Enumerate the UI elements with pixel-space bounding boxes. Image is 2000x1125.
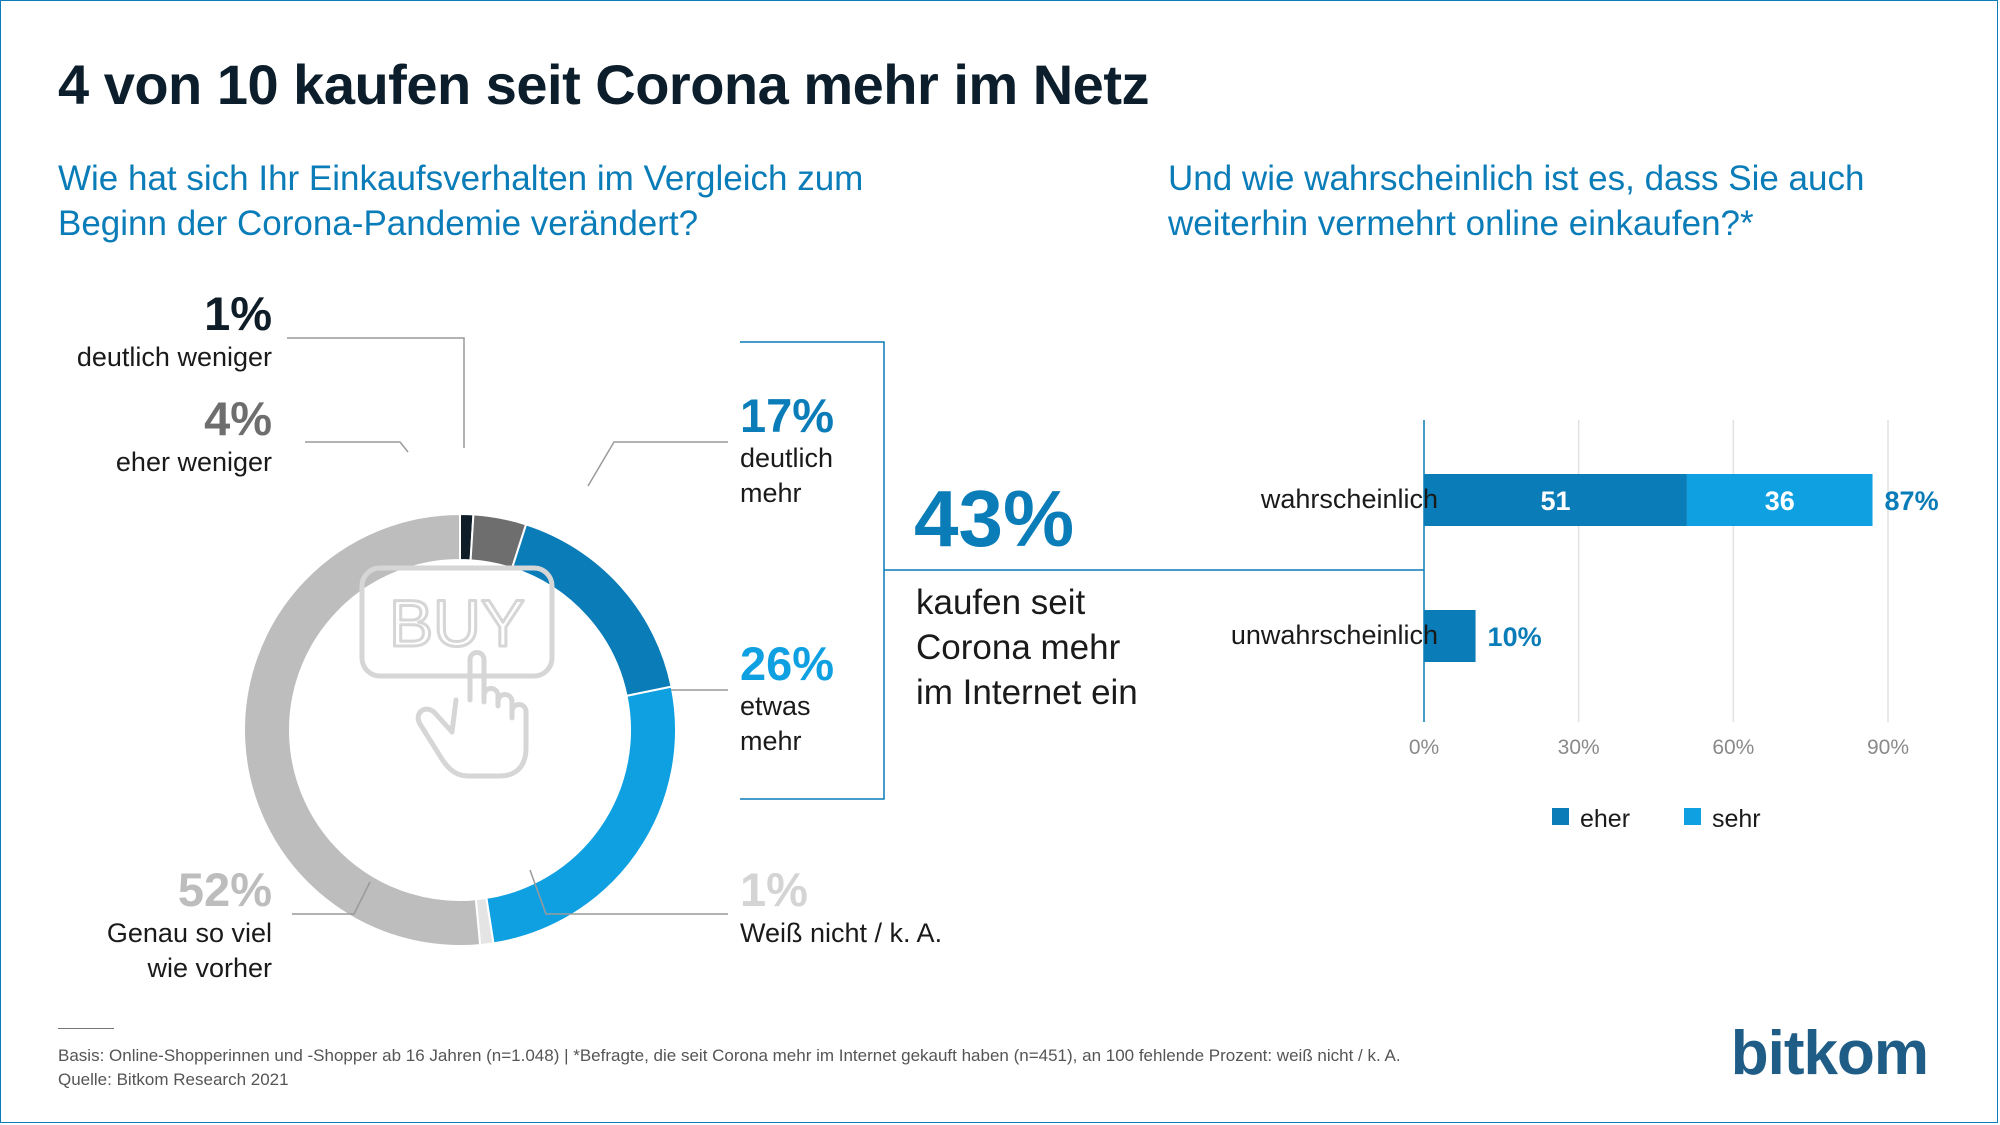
bar-series — [1424, 474, 1873, 662]
label-etwas-mehr-line1: etwas — [740, 691, 811, 721]
label-genau-so-viel-line2: wie vorher — [146, 953, 272, 983]
segment-label-sehr: 36 — [1765, 486, 1795, 516]
leader-deutlich-mehr — [587, 441, 728, 487]
footnote-divider — [58, 1028, 114, 1029]
x-tick-30: 30% — [1558, 736, 1600, 759]
bracket-43 — [740, 341, 1424, 800]
leader-weiss-nicht — [529, 869, 728, 915]
x-tick-60: 60% — [1712, 736, 1754, 759]
bar-legend: eher sehr — [1552, 805, 1761, 833]
donut-slice-genau-so-viel-wie-vorher — [243, 512, 482, 947]
bitkom-logo: bitkom — [1730, 1019, 1929, 1088]
segment-label-eher: 51 — [1540, 486, 1570, 516]
category-wahrscheinlich: wahrscheinlich — [1260, 484, 1438, 514]
bar-chart: wahrscheinlich unwahrscheinlich 51 36 87… — [1231, 420, 1939, 759]
highlight-value: 43% — [914, 474, 1074, 563]
label-deutlich-mehr-line1: deutlich — [740, 443, 833, 473]
legend-swatch-eher — [1552, 808, 1569, 825]
highlight-line3: im Internet ein — [916, 673, 1138, 712]
category-unwahrscheinlich: unwahrscheinlich — [1231, 620, 1438, 650]
page-title: 4 von 10 kaufen seit Corona mehr im Netz — [58, 53, 1149, 116]
legend-label-eher: eher — [1580, 805, 1630, 833]
label-deutlich-weniger-text: deutlich weniger — [77, 342, 272, 372]
donut-slice-deutlich-mehr — [510, 523, 673, 698]
label-eher-weniger-pct: 4% — [204, 392, 272, 445]
label-etwas-mehr-line2: mehr — [740, 726, 802, 756]
leader-deutlich-weniger — [287, 337, 465, 448]
question-right: Und wie wahrscheinlich ist es, dass Sie … — [1168, 159, 1865, 243]
donut-slice-etwas-mehr — [485, 685, 677, 945]
bar-wahrscheinlich-eher — [1424, 474, 1687, 526]
total-label-wahrscheinlich: 87% — [1885, 486, 1939, 516]
footnote-basis: Basis: Online-Shopperinnen und -Shopper … — [58, 1046, 1401, 1065]
donut-chart — [243, 512, 677, 947]
footnote-source: Quelle: Bitkom Research 2021 — [58, 1070, 289, 1089]
label-deutlich-mehr-pct: 17% — [740, 389, 834, 442]
total-label-unwahrscheinlich: 10% — [1488, 622, 1542, 652]
bar-wahrscheinlich-sehr — [1686, 474, 1873, 526]
highlight-line2: Corona mehr — [916, 628, 1121, 667]
label-deutlich-weniger-pct: 1% — [204, 287, 272, 340]
legend-swatch-sehr — [1684, 808, 1701, 825]
label-eher-weniger-text: eher weniger — [116, 447, 272, 477]
donut-leaders — [287, 337, 728, 915]
label-genau-so-viel-line1: Genau so viel — [107, 918, 272, 948]
buy-icon: BUY — [359, 565, 555, 779]
label-etwas-mehr-pct: 26% — [740, 637, 834, 690]
label-deutlich-mehr-line2: mehr — [740, 478, 802, 508]
highlight-line1: kaufen seit — [916, 583, 1086, 622]
label-weiss-nicht-pct: 1% — [740, 863, 808, 916]
x-tick-0: 0% — [1409, 736, 1439, 759]
leader-eher-weniger — [305, 441, 409, 453]
x-tick-90: 90% — [1867, 736, 1909, 759]
bar-gridlines — [1423, 420, 1889, 722]
question-left: Wie hat sich Ihr Einkaufsverhalten im Ve… — [58, 159, 864, 243]
label-weiss-nicht-text: Weiß nicht / k. A. — [740, 918, 942, 948]
buy-icon-text: BUY — [389, 586, 525, 660]
bar-unwahrscheinlich-eher — [1424, 610, 1476, 662]
legend-label-sehr: sehr — [1712, 805, 1761, 833]
label-genau-so-viel-pct: 52% — [178, 863, 272, 916]
leader-genau-so-viel — [292, 881, 371, 915]
